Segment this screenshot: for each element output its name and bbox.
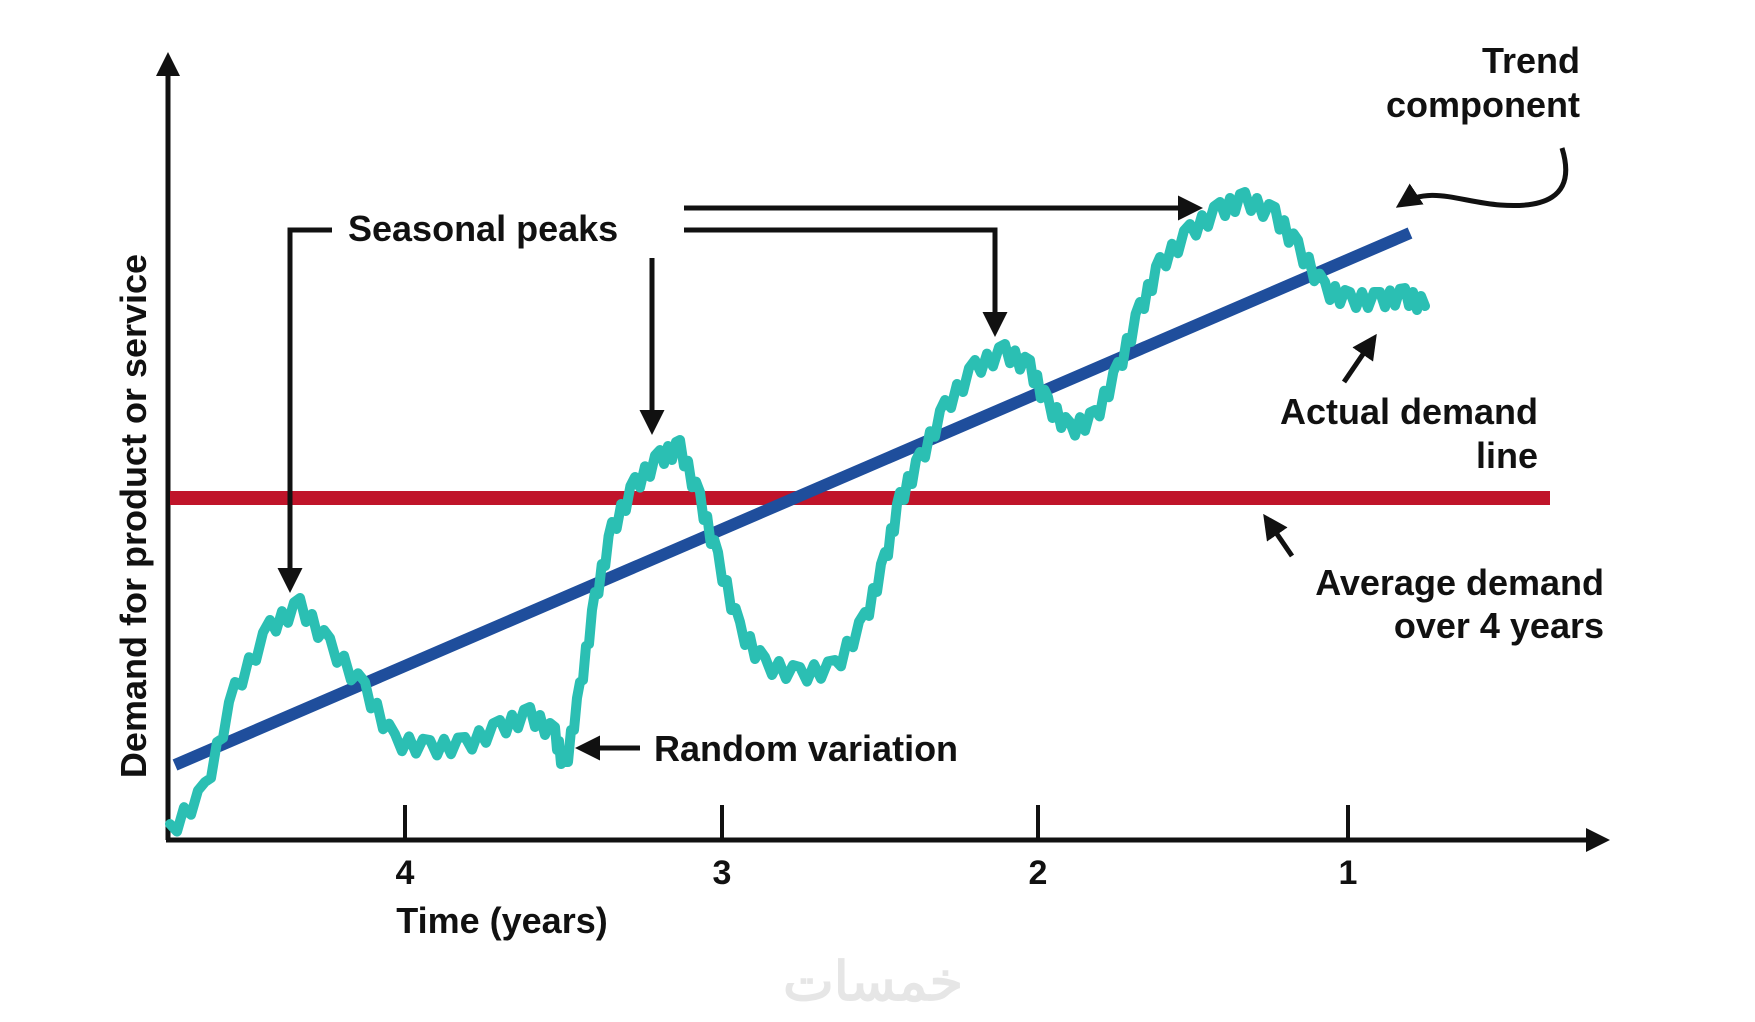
tick-label-4: 4 <box>396 854 415 892</box>
x-axis-arrowhead <box>1586 828 1610 852</box>
x-axis-label: Time (years) <box>396 900 607 941</box>
tick-label-2: 2 <box>1029 854 1048 892</box>
trend-label-line1: Trend <box>1482 40 1580 81</box>
trend-line <box>172 227 1413 771</box>
actual-demand-arrow <box>1341 333 1377 384</box>
trend-arrow <box>1395 147 1569 209</box>
actual-demand-label-line1: Actual demand <box>1280 391 1538 432</box>
random-variation-label: Random variation <box>654 728 958 769</box>
seasonal-arrow-3 <box>684 227 1008 337</box>
y-axis-arrowhead <box>156 52 180 76</box>
actual-demand-label-line2: line <box>1476 435 1538 476</box>
seasonal-arrow-1 <box>277 227 332 593</box>
y-axis-label: Demand for product or service <box>113 254 154 778</box>
tick-label-1: 1 <box>1339 854 1358 892</box>
average-demand-label-line1: Average demand <box>1315 562 1604 603</box>
average-demand-arrow <box>1263 513 1295 558</box>
seasonal-peaks-label: Seasonal peaks <box>348 208 618 249</box>
actual-demand-line <box>165 187 1430 837</box>
watermark-logo: خمسات <box>783 952 963 1012</box>
tick-label-3: 3 <box>713 854 732 892</box>
average-demand-label-line2: over 4 years <box>1394 605 1604 646</box>
trend-label-line2: component <box>1386 84 1580 125</box>
